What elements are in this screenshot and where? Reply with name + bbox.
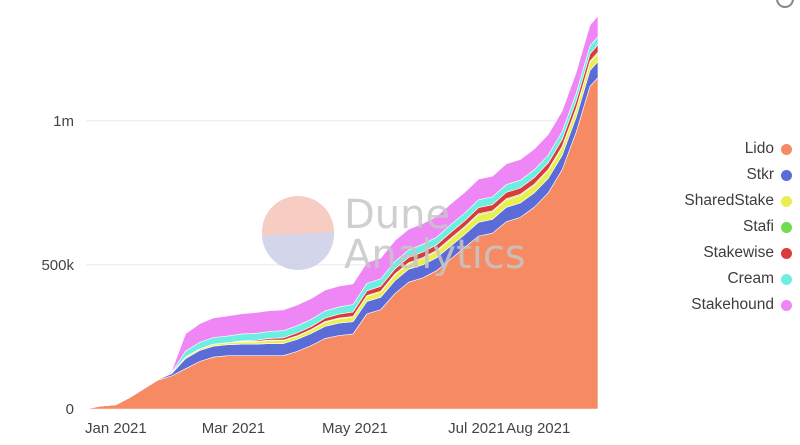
y-tick-label: 1m [53, 113, 74, 130]
legend-label: Stakehound [691, 296, 774, 313]
legend-item-stafi[interactable]: Stafi [620, 214, 792, 240]
x-tick-label: Jul 2021 [448, 420, 505, 437]
legend-item-stkr[interactable]: Stkr [620, 162, 792, 188]
legend-item-stakewise[interactable]: Stakewise [620, 240, 792, 266]
legend-item-stakehound[interactable]: Stakehound [620, 292, 792, 318]
chart-areas [85, 14, 599, 410]
legend-label: Lido [744, 140, 774, 157]
legend-item-lido[interactable]: Lido [620, 136, 792, 162]
legend-swatch-icon [781, 195, 792, 207]
legend-swatch-icon [781, 299, 792, 311]
legend-label: Cream [727, 270, 774, 287]
legend-label: SharedStake [684, 192, 774, 209]
legend-swatch-icon [781, 273, 792, 285]
y-tick-label: 0 [66, 401, 74, 418]
watermark-line1: Dune [344, 196, 450, 238]
x-axis-ticks: Jan 2021 Mar 2021 May 2021 Jul 2021 Aug 2021 [85, 420, 570, 437]
x-tick-label: Aug 2021 [506, 420, 570, 437]
legend-swatch-icon [781, 247, 792, 259]
area-series-stakehound[interactable] [85, 14, 599, 410]
legend-label: Stakewise [703, 244, 774, 261]
legend-label: Stkr [746, 166, 774, 183]
legend-swatch-icon [781, 221, 792, 233]
legend-item-sharedstake[interactable]: SharedStake [620, 188, 792, 214]
y-tick-label: 500k [41, 257, 74, 274]
chart-legend: Lido Stkr SharedStake Stafi Stakewise Cream St… [620, 136, 792, 318]
watermark-line2: Analytics [344, 232, 526, 276]
dune-logo-icon [262, 196, 335, 271]
x-tick-label: May 2021 [322, 420, 388, 437]
legend-swatch-icon [781, 169, 792, 181]
x-tick-label: Jan 2021 [85, 420, 147, 437]
y-axis-ticks: 0 500k 1m [41, 113, 74, 418]
legend-item-cream[interactable]: Cream [620, 266, 792, 292]
legend-label: Stafi [742, 218, 774, 235]
legend-swatch-icon [781, 143, 792, 155]
x-tick-label: Mar 2021 [202, 420, 265, 437]
dune-analytics-watermark: Dune Analytics [262, 196, 526, 276]
